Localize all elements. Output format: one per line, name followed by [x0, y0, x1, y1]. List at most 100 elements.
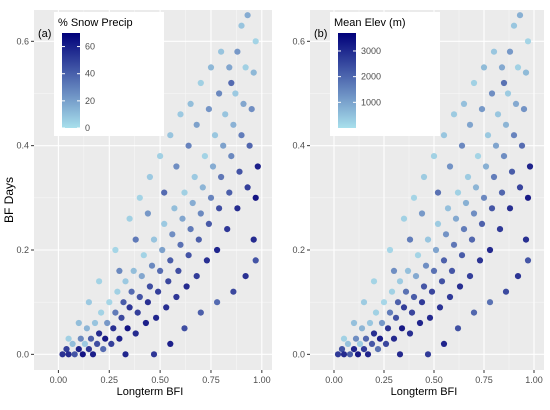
data-point	[518, 142, 526, 149]
data-point	[450, 241, 458, 248]
data-point	[338, 346, 346, 353]
data-point	[492, 142, 500, 149]
data-point	[63, 346, 70, 353]
data-point	[100, 346, 107, 353]
data-point	[181, 189, 188, 196]
data-point	[516, 184, 524, 191]
colorbar-tick-label: 20	[85, 96, 95, 106]
data-point	[334, 351, 342, 358]
data-point	[104, 319, 111, 327]
data-point	[130, 267, 137, 274]
data-point	[426, 314, 434, 321]
x-tick-label: 1.00	[525, 375, 543, 385]
data-point	[444, 205, 452, 212]
panel-b: 0.00 0.25 0.50 0.75 1.00 0.0 0.2 0.4 0.6 (b) Longt…	[292, 10, 544, 398]
data-point	[171, 205, 178, 212]
y-tick-label: 0.0	[292, 349, 305, 359]
data-point	[434, 220, 442, 227]
data-point	[155, 288, 162, 295]
data-point	[440, 340, 448, 347]
data-point	[240, 100, 247, 107]
data-point	[106, 299, 113, 306]
data-point	[173, 163, 180, 170]
data-point	[216, 205, 223, 212]
data-point	[191, 173, 198, 181]
data-point	[412, 273, 420, 280]
data-point	[382, 340, 390, 347]
data-point	[498, 189, 506, 196]
data-point	[167, 257, 174, 264]
data-point	[169, 231, 176, 238]
data-point	[480, 194, 488, 201]
data-point	[157, 267, 164, 274]
x-tick-label: 0.25	[375, 375, 393, 385]
data-point	[484, 132, 492, 139]
data-point	[436, 304, 444, 311]
data-point	[124, 325, 131, 332]
data-point	[77, 335, 84, 342]
data-point	[181, 325, 188, 332]
data-point	[506, 205, 514, 212]
x-tick-label: 0.75	[202, 375, 220, 385]
colorbar-tick-label: 60	[85, 42, 95, 52]
y-tick-label: 0.0	[16, 349, 29, 359]
data-point	[384, 325, 392, 332]
colorbar-tick-label: 1000	[361, 97, 381, 107]
data-point	[126, 215, 133, 222]
data-point	[434, 189, 442, 196]
data-points	[334, 12, 534, 358]
data-point	[488, 90, 496, 97]
data-point	[244, 184, 251, 191]
x-tick-label: 0.25	[100, 375, 118, 385]
data-point	[230, 121, 237, 128]
data-point	[177, 241, 184, 248]
data-point	[242, 64, 249, 71]
data-point	[228, 79, 235, 87]
data-point	[128, 288, 135, 295]
data-point	[470, 79, 478, 87]
data-point	[91, 319, 99, 327]
data-point	[524, 38, 532, 45]
data-point	[96, 278, 103, 285]
data-point	[112, 309, 119, 316]
data-point	[496, 226, 504, 233]
data-point	[408, 309, 416, 316]
legend-title: % Snow Precip	[58, 17, 133, 29]
data-point	[112, 246, 119, 254]
data-point	[144, 210, 151, 217]
data-point	[85, 346, 92, 353]
data-point	[472, 184, 480, 191]
data-point	[193, 273, 200, 280]
data-point	[488, 205, 496, 212]
data-point	[163, 304, 170, 311]
data-point	[234, 205, 241, 212]
data-point	[370, 330, 378, 337]
data-point	[201, 153, 208, 160]
data-point	[378, 319, 386, 327]
data-point	[432, 246, 440, 254]
data-point	[350, 319, 358, 327]
data-point	[448, 267, 456, 274]
data-point	[410, 293, 418, 301]
data-point	[207, 194, 215, 201]
x-tick-label: 0.75	[475, 375, 493, 385]
data-point	[390, 267, 398, 274]
data-point	[386, 246, 394, 254]
data-point	[516, 12, 524, 19]
data-point	[142, 319, 149, 327]
data-point	[252, 194, 259, 201]
panel-label: (b)	[314, 28, 327, 40]
data-point	[197, 210, 204, 217]
y-tick-label: 0.6	[16, 36, 29, 46]
data-point	[464, 173, 472, 181]
data-point	[374, 346, 382, 353]
data-point	[94, 340, 101, 347]
data-point	[120, 299, 127, 306]
y-tick-label: 0.4	[292, 141, 305, 151]
data-point	[75, 346, 82, 353]
data-point	[116, 267, 123, 274]
data-point	[520, 106, 528, 113]
x-tick-label: 0.00	[50, 375, 68, 385]
data-point	[214, 246, 221, 254]
